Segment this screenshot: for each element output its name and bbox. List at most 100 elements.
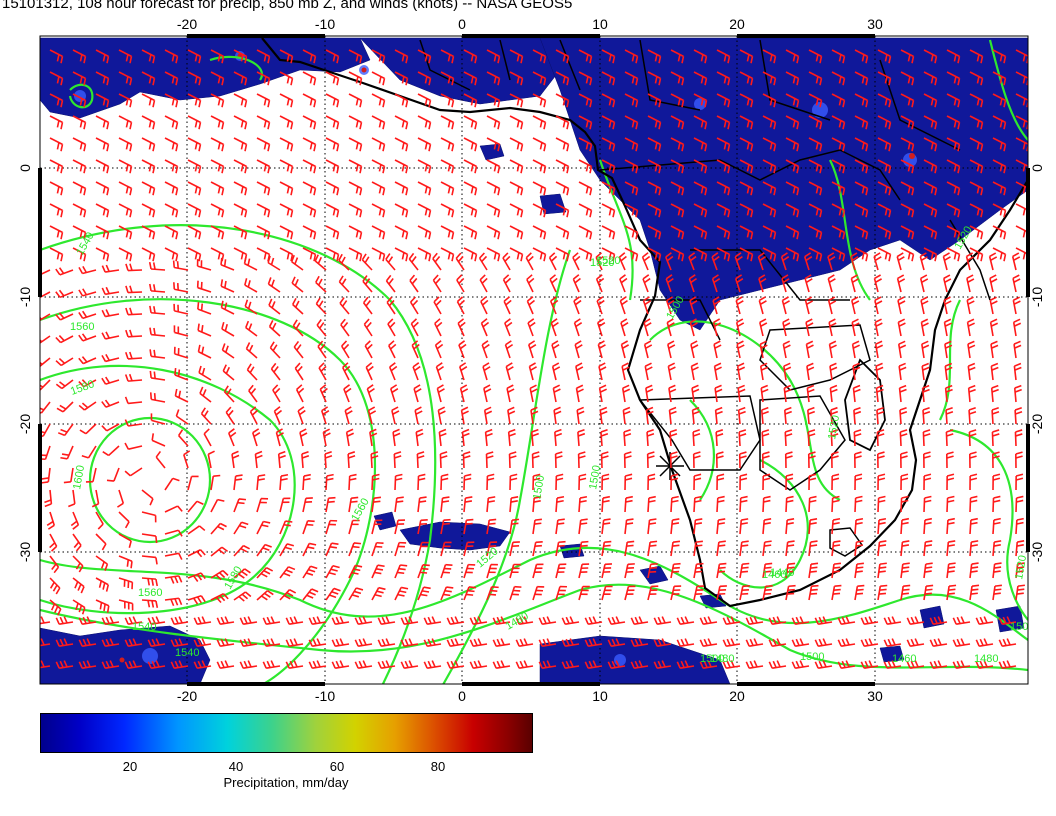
wind-barb — [762, 247, 777, 262]
wind-barb — [394, 225, 409, 240]
wind-barb — [791, 616, 810, 625]
wind-barb — [118, 49, 133, 64]
wind-barb — [394, 137, 409, 152]
wind-barb — [877, 203, 892, 218]
wind-barb — [782, 318, 791, 337]
wind-barb — [504, 318, 513, 337]
wind-barb — [486, 247, 501, 262]
wind-barb — [929, 638, 948, 647]
wind-barbs — [40, 49, 1028, 669]
wind-barb — [854, 247, 869, 262]
wind-barb — [233, 544, 250, 557]
wind-barb — [331, 638, 350, 647]
wind-barb — [739, 518, 749, 535]
wind-barb — [1012, 296, 1021, 315]
wind-barb — [221, 343, 235, 359]
wind-barb — [515, 616, 534, 625]
wind-barb — [623, 451, 632, 469]
wind-barb — [369, 428, 378, 447]
wind-barb — [975, 660, 994, 669]
wind-barb — [49, 555, 60, 574]
wind-barb — [141, 247, 156, 262]
wind-barb — [689, 318, 698, 337]
wind-barb — [992, 225, 1007, 240]
wind-barb — [458, 340, 467, 359]
longitude-label: 10 — [592, 688, 608, 704]
wind-barb — [921, 362, 930, 381]
wind-barb — [124, 396, 143, 405]
wind-barb — [318, 362, 327, 381]
wind-barb — [267, 277, 281, 293]
wind-barb — [877, 115, 892, 130]
wind-barb — [555, 585, 567, 601]
wind-barb — [624, 93, 639, 108]
wind-barb — [440, 586, 454, 601]
wind-barb — [440, 518, 451, 535]
wind-barb — [883, 660, 902, 669]
wind-barb — [362, 296, 373, 315]
wind-barb — [943, 318, 952, 337]
wind-barb — [164, 203, 179, 218]
wind-barb — [463, 541, 475, 557]
wind-barb — [325, 225, 340, 240]
wind-barb — [946, 517, 955, 535]
wind-barb — [486, 159, 501, 174]
wind-barb — [877, 159, 892, 174]
wind-barb — [502, 274, 512, 293]
wind-barb — [72, 225, 87, 240]
wind-barb — [469, 660, 488, 669]
wind-barb — [989, 318, 999, 337]
wind-barb — [279, 181, 294, 196]
wind-barb — [739, 159, 754, 174]
wind-barb — [854, 203, 869, 218]
wind-barb — [853, 429, 862, 447]
wind-barb — [101, 660, 120, 669]
wind-barb — [72, 159, 87, 174]
wind-barb — [233, 203, 248, 218]
wind-barb — [301, 450, 310, 469]
wind-barb — [348, 247, 363, 262]
wind-barb — [187, 203, 202, 218]
longitude-label: -20 — [177, 688, 197, 704]
wind-barb — [532, 115, 547, 130]
wind-barb — [394, 71, 409, 86]
wind-barb — [722, 660, 741, 669]
wind-barb — [325, 115, 340, 130]
wind-barb — [95, 181, 110, 196]
wind-barb — [691, 406, 700, 425]
wind-barb — [877, 225, 892, 240]
wind-barb — [118, 137, 133, 152]
wind-barb — [922, 406, 931, 425]
wind-barb — [623, 428, 632, 447]
wind-barb — [187, 572, 206, 582]
wind-barb — [72, 577, 85, 594]
wind-barb — [245, 342, 258, 359]
wind-barb — [170, 616, 189, 625]
wind-barb — [923, 115, 938, 130]
wind-barb — [254, 450, 263, 469]
wind-barb — [400, 616, 419, 625]
wind-barb — [946, 584, 957, 601]
wind-barb — [486, 225, 501, 240]
wind-barb — [172, 260, 189, 271]
wind-barb — [693, 137, 708, 152]
wind-barb — [49, 577, 61, 595]
wind-barb — [187, 115, 202, 130]
wind-barb — [653, 660, 672, 669]
wind-barb — [461, 428, 470, 447]
wind-barb — [354, 616, 373, 625]
wind-barb — [440, 115, 455, 130]
wind-barb — [555, 93, 570, 108]
wind-barb — [371, 541, 384, 557]
wind-barb — [532, 49, 547, 64]
wind-barb — [620, 318, 629, 337]
wind-barb — [49, 203, 64, 218]
wind-barb — [877, 247, 892, 262]
wind-barb — [141, 93, 156, 108]
wind-barb — [387, 318, 396, 337]
wind-barb — [923, 473, 932, 491]
wind-barb — [463, 518, 474, 535]
contour-label: 1520 — [1013, 554, 1029, 580]
wind-barb — [851, 296, 860, 315]
wind-barb — [969, 115, 984, 130]
